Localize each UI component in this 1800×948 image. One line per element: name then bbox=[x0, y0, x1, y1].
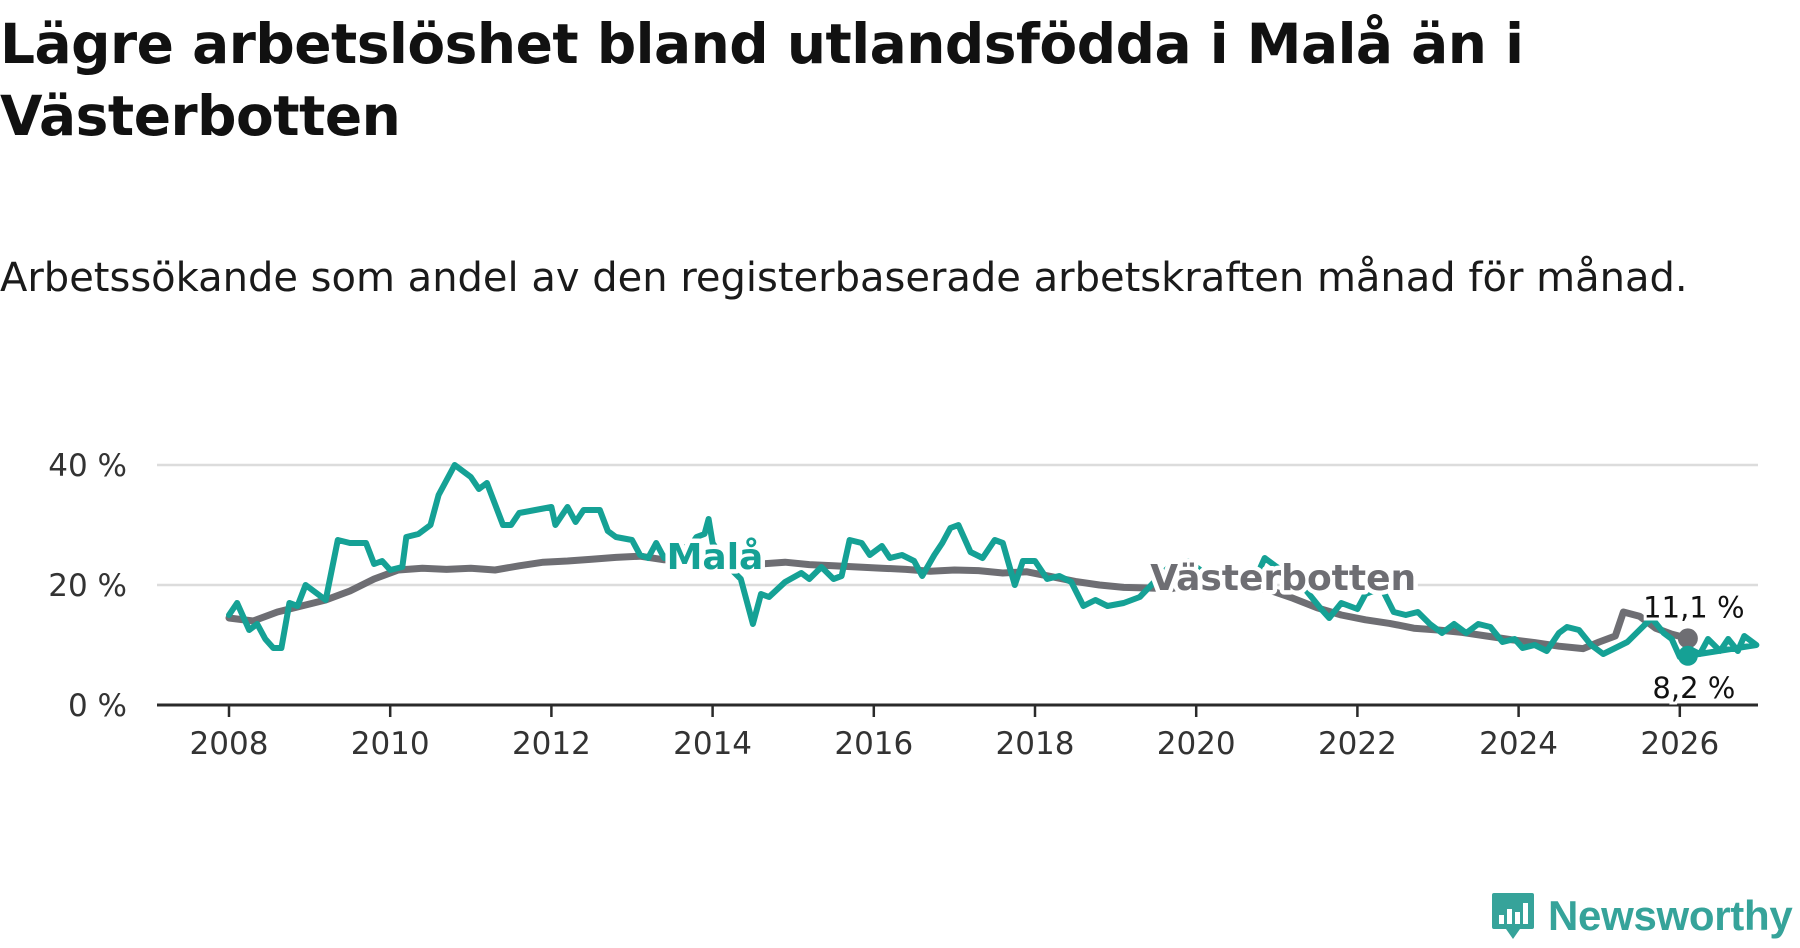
series-line-västerbotten bbox=[225, 552, 1692, 653]
y-tick-label: 40 % bbox=[48, 448, 127, 484]
series-lines bbox=[225, 462, 1760, 660]
x-tick-label: 2010 bbox=[351, 726, 430, 762]
end-point-västerbotten bbox=[1677, 628, 1698, 649]
x-tick-label: 2026 bbox=[1640, 726, 1719, 762]
x-tick-label: 2012 bbox=[512, 726, 591, 762]
brand[interactable]: Newsworthy bbox=[1490, 886, 1793, 946]
x-tick-label: 2020 bbox=[1157, 726, 1236, 762]
x-tick-label: 2024 bbox=[1479, 726, 1558, 762]
chart: 0 % 20 % 40 % 2008 2010 2012 2014 2016 2018 2020… bbox=[48, 448, 1760, 762]
y-tick-label: 20 % bbox=[48, 568, 127, 604]
end-value-västerbotten: 11,1 % bbox=[1643, 590, 1744, 624]
end-value-malå: 8,2 % bbox=[1652, 671, 1735, 705]
newsworthy-logo-icon bbox=[1492, 893, 1534, 939]
series-label-malå: Malå bbox=[667, 537, 764, 578]
x-axis: 2008 2010 2012 2014 2016 2018 2020 2022 2024 2026 bbox=[190, 705, 1719, 762]
y-axis: 0 % 20 % 40 % bbox=[48, 448, 127, 724]
series-label-västerbotten: Västerbotten bbox=[1150, 558, 1416, 599]
x-tick-label: 2008 bbox=[190, 726, 269, 762]
chart-title: Lägre arbetslöshet bland utlandsfödda i … bbox=[0, 12, 1524, 148]
brand-name: Newsworthy bbox=[1548, 892, 1793, 939]
end-points: 11,1 % 8,2 % bbox=[1640, 587, 1747, 707]
x-tick-label: 2014 bbox=[673, 726, 752, 762]
series-line-malå bbox=[226, 462, 1760, 660]
series-labels: Malå Västerbotten bbox=[662, 533, 1421, 604]
end-point-malå bbox=[1677, 645, 1698, 666]
y-tick-label: 0 % bbox=[68, 688, 127, 724]
gridlines bbox=[157, 463, 1758, 587]
x-tick-label: 2022 bbox=[1318, 726, 1397, 762]
chart-subtitle: Arbetssökande som andel av den registerb… bbox=[0, 255, 1688, 301]
x-tick-label: 2018 bbox=[996, 726, 1075, 762]
x-tick-label: 2016 bbox=[834, 726, 913, 762]
